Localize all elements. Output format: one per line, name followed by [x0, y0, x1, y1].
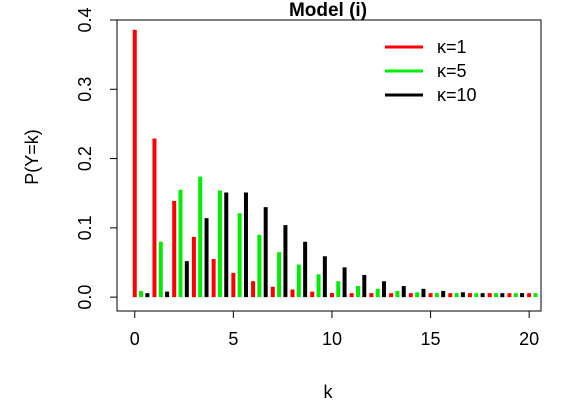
x-axis-label: k [324, 382, 334, 402]
y-axis-label: P(Y=k) [22, 129, 42, 185]
axes-layer: 0 5 10 15 20 0.0 0.1 0.2 0.3 0.4 [75, 7, 542, 349]
y-tick-label-2: 0.2 [75, 146, 95, 171]
y-tick-label-0: 0.0 [75, 285, 95, 310]
x-tick-label-10: 10 [322, 329, 342, 349]
y-tick-label-1: 0.1 [75, 215, 95, 240]
bars-layer [132, 29, 538, 298]
legend-label-1: κ=1 [437, 37, 467, 57]
x-tick-label-20: 20 [519, 329, 539, 349]
legend-label-2: κ=5 [437, 61, 467, 81]
x-tick-label-5: 5 [228, 329, 238, 349]
x-tick-label-0: 0 [130, 329, 140, 349]
y-tick-label-3: 0.3 [75, 77, 95, 102]
y-tick-label-4: 0.4 [75, 7, 95, 32]
legend: κ=1 κ=5 κ=10 [385, 37, 477, 105]
legend-label-3: κ=10 [437, 85, 477, 105]
chart-title: Model (i) [289, 0, 367, 21]
x-tick-label-15: 15 [421, 329, 441, 349]
